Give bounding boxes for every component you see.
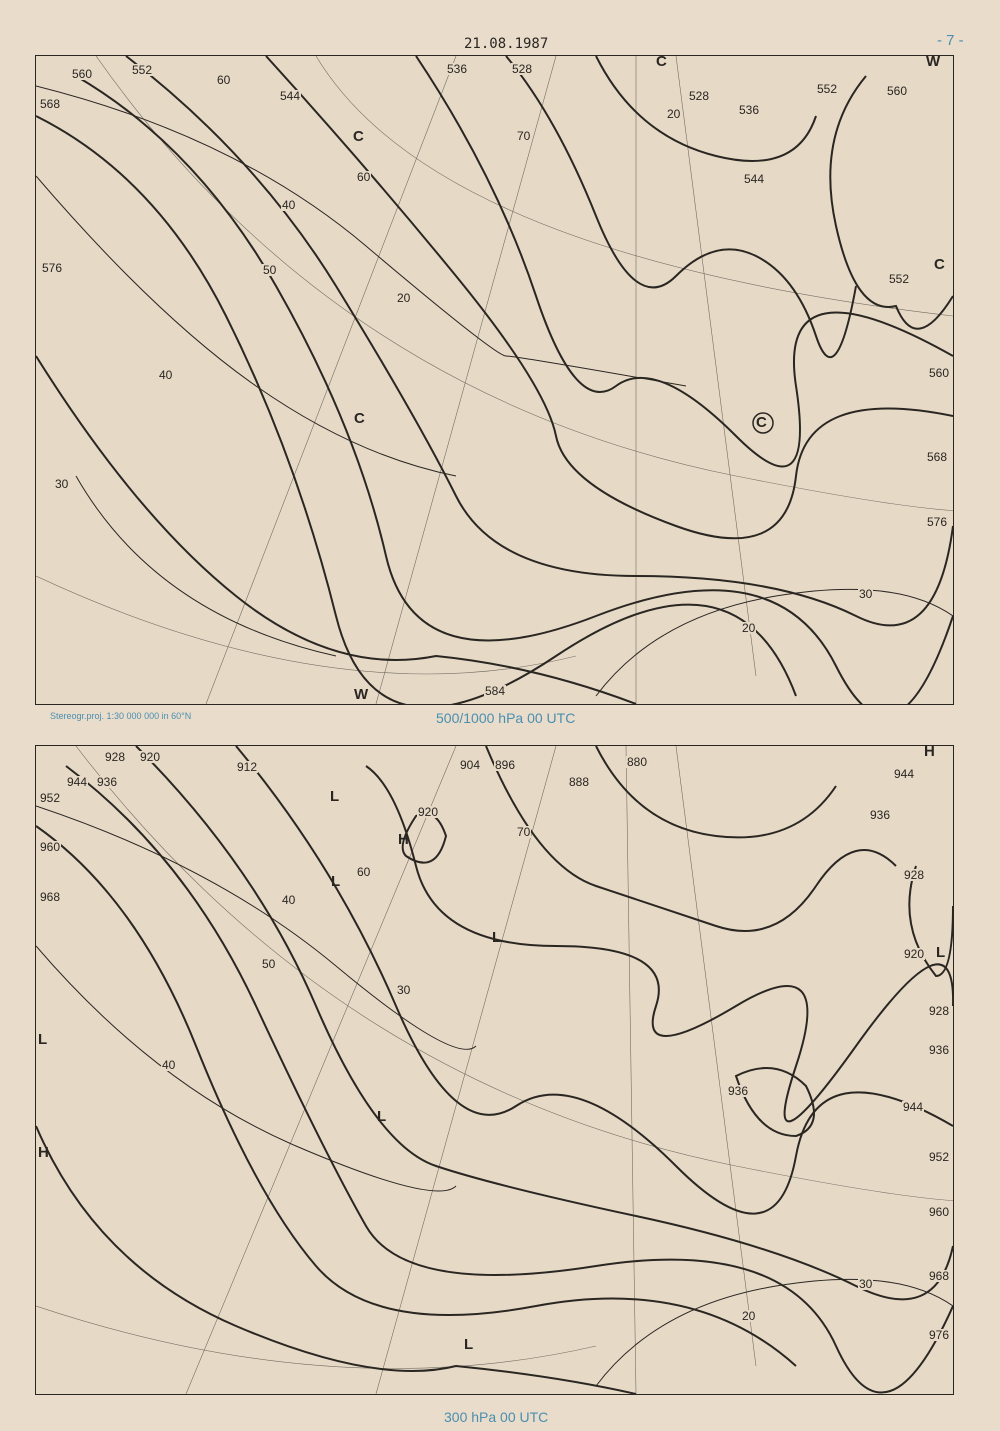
thickness-label: 20 bbox=[741, 621, 757, 635]
pressure-center: H bbox=[924, 743, 935, 760]
contour-label: 528 bbox=[688, 89, 711, 103]
contour-label: 944 bbox=[66, 775, 89, 789]
pressure-center: L bbox=[330, 788, 340, 805]
speed-label: 60 bbox=[356, 865, 372, 879]
contour-label: 960 bbox=[39, 840, 62, 854]
contour-label: 976 bbox=[928, 1328, 951, 1342]
contour-label: 576 bbox=[41, 261, 64, 275]
contour-label: 952 bbox=[928, 1150, 951, 1164]
pressure-center: H bbox=[398, 831, 409, 848]
contour-label: 560 bbox=[71, 67, 94, 81]
contour-label: 576 bbox=[926, 515, 949, 529]
contour-lines bbox=[36, 746, 953, 1394]
contour-label: 928 bbox=[903, 868, 926, 882]
contour-label: 936 bbox=[96, 775, 119, 789]
contour-label: 968 bbox=[928, 1269, 951, 1283]
speed-label: 50 bbox=[261, 957, 277, 971]
pressure-center: C bbox=[934, 256, 945, 273]
speed-label: 70 bbox=[516, 825, 532, 839]
contour-label: 936 bbox=[869, 808, 892, 822]
contour-label: 960 bbox=[928, 1205, 951, 1219]
pressure-center: L bbox=[377, 1108, 387, 1125]
contour-label: 896 bbox=[494, 758, 517, 772]
thickness-label: 60 bbox=[216, 73, 232, 87]
pressure-center: C bbox=[353, 128, 364, 145]
pressure-center: L bbox=[464, 1336, 474, 1353]
map-300hpa: 928 920 912 944 936 952 960 968 920 904 … bbox=[35, 743, 954, 1395]
thickness-label: 20 bbox=[666, 107, 682, 121]
contour-label: 936 bbox=[928, 1043, 951, 1057]
contour-label: 920 bbox=[903, 947, 926, 961]
thickness-label: 70 bbox=[516, 129, 532, 143]
contour-label: 944 bbox=[893, 767, 916, 781]
contour-label: 536 bbox=[446, 62, 469, 76]
contour-label: 568 bbox=[39, 97, 62, 111]
contour-label: 544 bbox=[743, 172, 766, 186]
contour-label: 888 bbox=[568, 775, 591, 789]
date-header: 21.08.1987 bbox=[464, 36, 549, 52]
contour-label: 880 bbox=[626, 755, 649, 769]
thickness-label: 40 bbox=[158, 368, 174, 382]
thickness-label: 30 bbox=[858, 587, 874, 601]
thickness-label: 40 bbox=[281, 198, 297, 212]
page-number: - 7 - bbox=[937, 32, 964, 49]
contour-label: 552 bbox=[888, 272, 911, 286]
map-500-1000hpa: 560 552 568 544 536 528 528 536 544 552 … bbox=[35, 53, 954, 705]
contour-label: 560 bbox=[928, 366, 951, 380]
contour-label: 952 bbox=[39, 791, 62, 805]
contour-label: 568 bbox=[926, 450, 949, 464]
contour-label: 544 bbox=[279, 89, 302, 103]
pressure-center: W bbox=[926, 53, 941, 70]
pressure-center: C bbox=[656, 53, 667, 70]
contour-label: 560 bbox=[886, 84, 909, 98]
contour-label: 928 bbox=[928, 1004, 951, 1018]
pressure-center: L bbox=[492, 929, 502, 946]
pressure-center: W bbox=[354, 686, 369, 703]
speed-label: 20 bbox=[741, 1309, 757, 1323]
contour-label: 904 bbox=[459, 758, 482, 772]
speed-label: 30 bbox=[396, 983, 412, 997]
pressure-center: C bbox=[354, 410, 365, 427]
speed-label: 30 bbox=[858, 1277, 874, 1291]
contour-label: 920 bbox=[417, 805, 440, 819]
speed-label: 40 bbox=[281, 893, 297, 907]
speed-label: 40 bbox=[161, 1058, 177, 1072]
thickness-label: 60 bbox=[356, 170, 372, 184]
contour-label: 912 bbox=[236, 760, 259, 774]
contour-label: 928 bbox=[104, 750, 127, 764]
contour-label: 584 bbox=[484, 684, 507, 698]
contour-label: 936 bbox=[727, 1084, 750, 1098]
contour-label: 528 bbox=[511, 62, 534, 76]
contour-label: 944 bbox=[902, 1100, 925, 1114]
contour-label: 536 bbox=[738, 103, 761, 117]
pressure-center: L bbox=[38, 1031, 48, 1048]
pressure-center: C bbox=[756, 414, 767, 431]
contour-label: 920 bbox=[139, 750, 162, 764]
contour-label: 552 bbox=[816, 82, 839, 96]
contour-lines bbox=[36, 56, 953, 704]
pressure-center: L bbox=[331, 873, 341, 890]
pressure-center: H bbox=[38, 1144, 49, 1161]
projection-note: Stereogr.proj. 1:30 000 000 in 60°N bbox=[50, 711, 192, 721]
pressure-center: L bbox=[936, 944, 946, 961]
thickness-label: 30 bbox=[54, 477, 70, 491]
thickness-label: 50 bbox=[262, 263, 278, 277]
thickness-label: 20 bbox=[396, 291, 412, 305]
contour-label: 552 bbox=[131, 63, 154, 77]
map-caption: 500/1000 hPa 00 UTC bbox=[436, 710, 576, 726]
contour-label: 968 bbox=[39, 890, 62, 904]
map-caption: 300 hPa 00 UTC bbox=[444, 1409, 549, 1425]
